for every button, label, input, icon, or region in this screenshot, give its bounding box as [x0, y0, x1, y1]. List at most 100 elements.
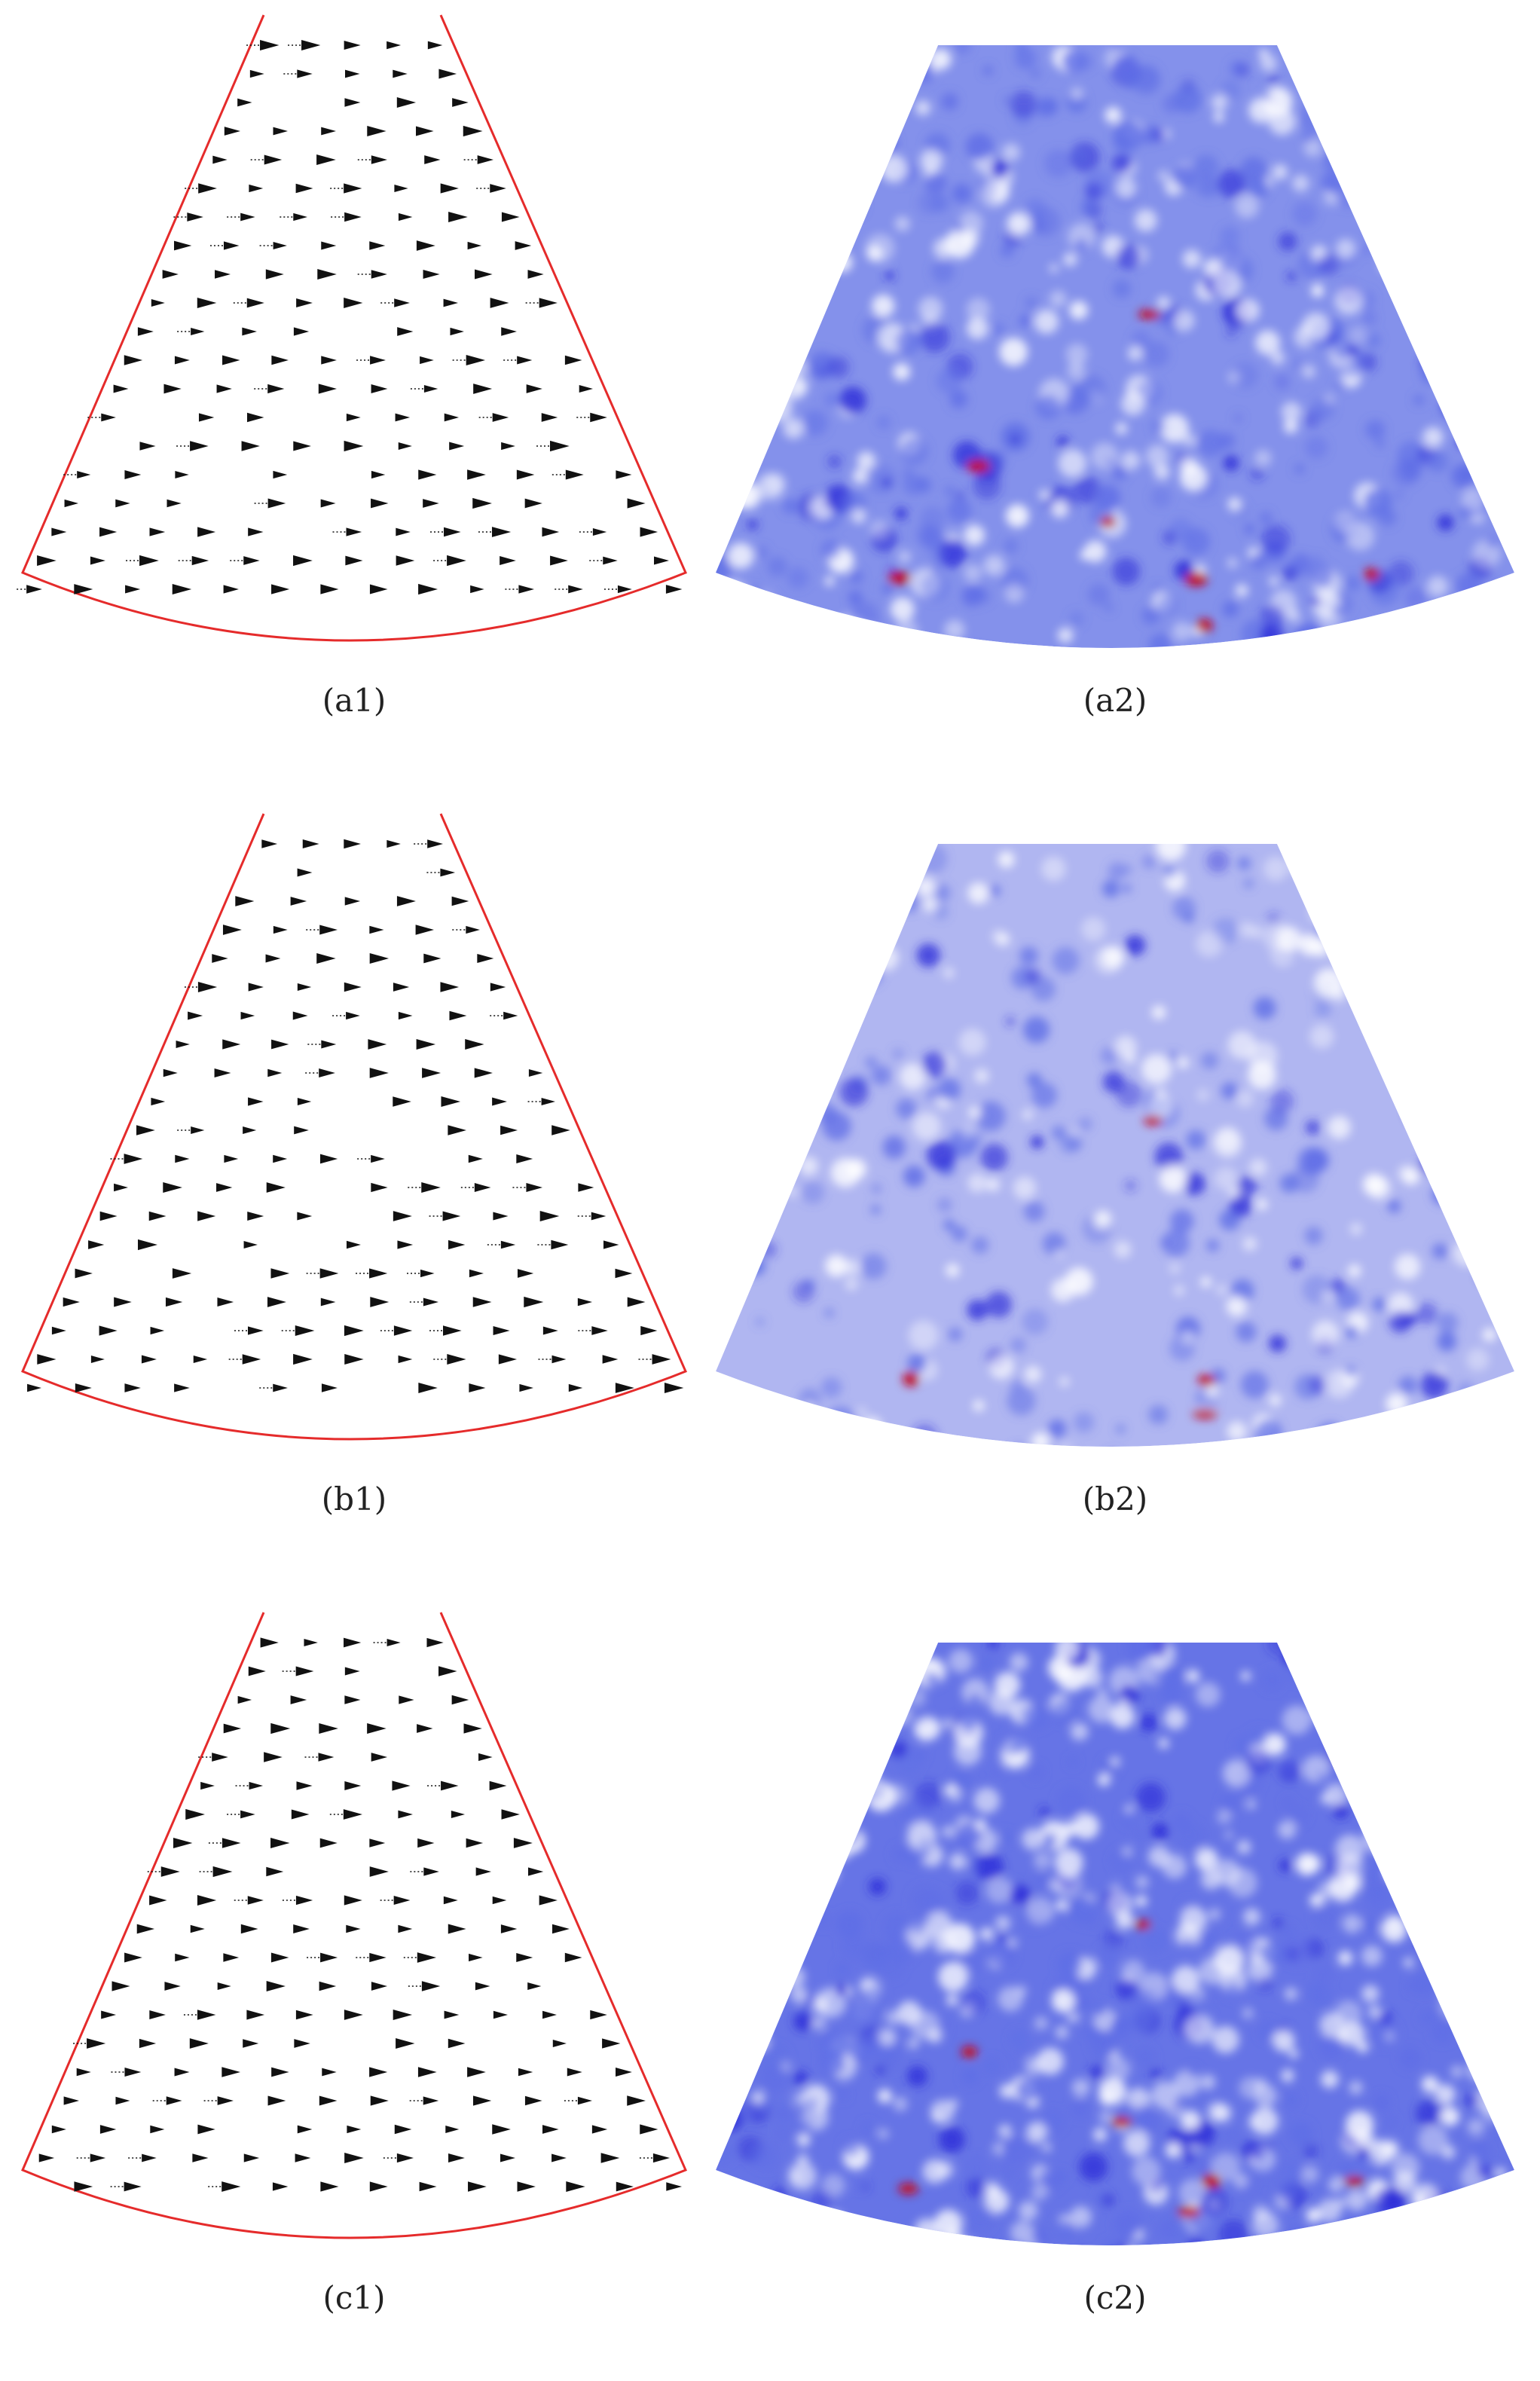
intensity-blob [959, 1029, 986, 1056]
intensity-blob [1128, 346, 1142, 360]
intensity-blob [1102, 946, 1124, 968]
flow-arrow [418, 584, 438, 594]
intensity-blob [1282, 402, 1302, 422]
flow-arrow [303, 839, 319, 848]
intensity-blob [839, 1697, 857, 1715]
intensity-blob [1079, 2153, 1108, 2181]
intensity-blob [1367, 187, 1381, 201]
intensity-blob [749, 1209, 759, 1219]
intensity-blob [908, 2038, 918, 2049]
intensity-blob [1418, 931, 1444, 957]
intensity-blob [1281, 2069, 1294, 2082]
intensity-blob [927, 1141, 956, 1170]
flow-arrow [346, 1012, 360, 1019]
intensity-blob [1313, 1905, 1338, 1930]
intensity-blob [897, 2001, 921, 2025]
intensity-blob [822, 1790, 835, 1803]
intensity-blob [1199, 2188, 1227, 2216]
intensity-blob [1199, 1930, 1218, 1950]
flow-arrow [344, 839, 361, 848]
intensity-blob [931, 564, 941, 573]
intensity-blob [833, 1775, 847, 1790]
flow-arrow [422, 1981, 440, 1991]
intensity-blob [1495, 1752, 1508, 1765]
intensity-blob [1245, 524, 1255, 534]
intensity-blob [1143, 341, 1169, 368]
flow-arrow [369, 926, 383, 934]
intensity-blob [1206, 850, 1230, 873]
intensity-blob [739, 228, 757, 246]
intensity-blob [1376, 234, 1391, 249]
intensity-blob [825, 1781, 852, 1808]
intensity-blob [1007, 1386, 1035, 1415]
intensity-blob [1147, 656, 1172, 678]
intensity-blob [1475, 365, 1491, 381]
intensity-blob [745, 1693, 760, 1708]
flow-arrow [396, 555, 415, 566]
flow-arrow [191, 328, 204, 335]
intensity-blob [1172, 1813, 1190, 1831]
intensity-blob [1160, 1165, 1187, 1193]
intensity-blob [1283, 2227, 1311, 2255]
intensity-blob [1471, 1783, 1486, 1798]
intensity-blob [1491, 167, 1513, 189]
intensity-blob [778, 955, 792, 968]
intensity-blob [1469, 1667, 1498, 1696]
flow-arrow [235, 896, 254, 906]
intensity-blob [1110, 2015, 1130, 2035]
intensity-blob [1373, 51, 1398, 76]
flow-arrow [75, 1269, 93, 1279]
intensity-blob [826, 1407, 855, 1436]
intensity-blob [1102, 880, 1120, 897]
intensity-blob [806, 2253, 834, 2276]
intensity-blob [744, 1827, 772, 1856]
intensity-blob [1023, 1016, 1050, 1043]
flow-arrow [173, 1838, 192, 1848]
intensity-blob [752, 931, 778, 957]
intensity-blob [1375, 1783, 1393, 1801]
intensity-blob [1325, 1369, 1354, 1398]
flow-arrow [197, 527, 215, 536]
intensity-blob [1121, 392, 1145, 416]
intensity-blob [765, 473, 786, 494]
intensity-blob [710, 53, 737, 80]
intensity-blob [741, 1650, 758, 1667]
flow-arrow [344, 2010, 363, 2020]
intensity-blob [896, 1099, 916, 1119]
intensity-blob [1153, 128, 1167, 142]
flow-arrow [270, 1838, 289, 1848]
intensity-blob [1438, 515, 1454, 531]
intensity-blob [821, 1704, 832, 1715]
intensity-blob [856, 154, 869, 168]
intensity-blob [1244, 879, 1254, 888]
intensity-blob [907, 2066, 928, 2087]
intensity-blob [921, 573, 950, 602]
intensity-blob [1462, 441, 1477, 455]
intensity-blob [1180, 1939, 1194, 1953]
intensity-blob [1361, 1985, 1379, 2002]
intensity-blob [1019, 2048, 1029, 2058]
intensity-blob [1406, 1105, 1422, 1121]
intensity-blob [1123, 1846, 1133, 1857]
intensity-blob [1487, 117, 1500, 130]
flow-arrow [616, 2068, 632, 2077]
intensity-blob [1377, 1787, 1401, 1811]
flow-arrow [242, 328, 257, 336]
intensity-blob [1183, 249, 1202, 268]
flow-arrow [567, 2068, 582, 2077]
intensity-blob [1328, 1116, 1351, 1139]
intensity-blob [1495, 2030, 1517, 2052]
caption-b2: (b2) [1002, 1481, 1228, 1518]
intensity-blob [824, 1308, 834, 1318]
intensity-blob [967, 1693, 982, 1708]
intensity-blob [847, 611, 862, 626]
flow-arrow [490, 1781, 507, 1791]
flow-arrow [344, 1325, 364, 1336]
intensity-blob [1283, 651, 1300, 668]
flow-arrow [321, 356, 337, 364]
flow-arrow [222, 1838, 241, 1848]
intensity-blob [1040, 2170, 1061, 2190]
flow-arrow [368, 1039, 387, 1050]
intensity-blob [863, 1704, 874, 1714]
flow-arrow [321, 241, 336, 249]
